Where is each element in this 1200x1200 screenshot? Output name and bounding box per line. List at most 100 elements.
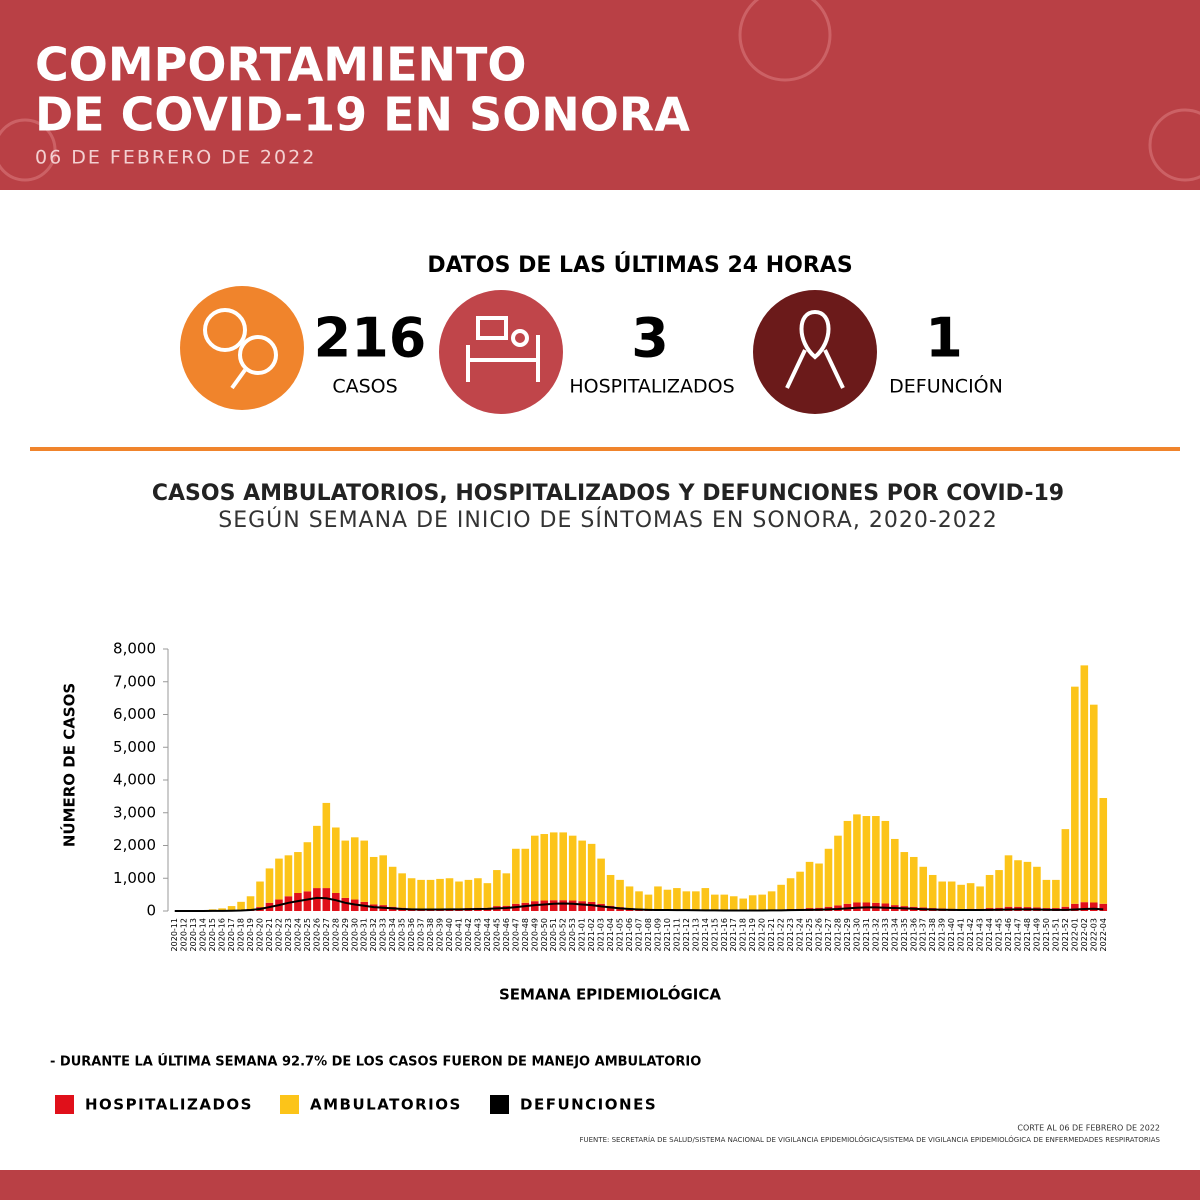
x-tick-label: 2021-35 <box>900 918 909 951</box>
bar <box>644 894 653 910</box>
bar <box>909 856 918 907</box>
x-axis-label: SEMANA EPIDEMIOLÓGICA <box>499 985 721 1004</box>
x-tick-label: 2020-13 <box>189 918 198 951</box>
bar <box>445 878 454 909</box>
x-tick-label: 2021-10 <box>663 918 672 951</box>
bar <box>682 891 691 910</box>
stats-heading: DATOS DE LAS ÚLTIMAS 24 HORAS <box>427 252 852 278</box>
x-tick-label: 2021-43 <box>976 918 985 951</box>
x-tick-label: 2020-36 <box>407 918 416 951</box>
bar <box>635 891 643 909</box>
bar <box>881 820 890 904</box>
legend-swatch <box>280 1095 299 1114</box>
x-tick-label: 2021-01 <box>578 918 587 951</box>
x-tick-label: 2020-31 <box>360 918 369 951</box>
bar <box>786 878 795 910</box>
bar <box>767 891 776 910</box>
y-tick-label: 1,000 <box>113 869 156 887</box>
date: 06 DE FEBRERO DE 2022 <box>35 147 316 169</box>
x-tick-label: 2021-33 <box>881 918 890 951</box>
y-tick-label: 4,000 <box>113 771 156 789</box>
bar <box>313 888 321 911</box>
bar <box>701 888 710 910</box>
x-tick-label: 2020-53 <box>568 918 577 951</box>
x-tick-label: 2020-41 <box>454 918 463 951</box>
bar <box>1033 866 1041 908</box>
x-tick-label: 2020-14 <box>199 918 208 951</box>
x-tick-label: 2021-40 <box>947 918 956 951</box>
x-tick-label: 2022-01 <box>1070 918 1079 951</box>
x-tick-label: 2020-42 <box>464 918 473 951</box>
x-tick-label: 2021-11 <box>672 918 681 951</box>
stat-label: HOSPITALIZADOS <box>569 376 734 398</box>
bar <box>663 889 672 910</box>
title-line: COMPORTAMIENTO <box>35 38 527 92</box>
x-tick-label: 2021-31 <box>862 918 871 951</box>
bar <box>597 858 605 904</box>
bar <box>341 840 350 898</box>
bar <box>417 879 425 909</box>
x-tick-label: 2020-52 <box>559 918 568 951</box>
x-tick-label: 2021-28 <box>833 918 842 951</box>
bar <box>530 835 539 902</box>
bar <box>502 873 511 906</box>
bar <box>369 856 378 905</box>
bar <box>218 908 226 911</box>
stat-label: CASOS <box>332 376 397 398</box>
x-tick-label: 2020-35 <box>398 918 407 951</box>
bar <box>237 901 245 911</box>
bar <box>862 816 871 903</box>
x-tick-label: 2020-20 <box>256 918 265 951</box>
x-tick-label: 2020-48 <box>521 918 530 951</box>
bar <box>540 900 549 911</box>
x-tick-label: 2020-18 <box>237 918 246 951</box>
bar <box>407 878 416 909</box>
bar <box>332 827 340 893</box>
bar <box>559 832 567 901</box>
header-band <box>0 0 1200 190</box>
x-tick-label: 2021-51 <box>1051 918 1060 951</box>
x-tick-label: 2021-12 <box>682 918 691 951</box>
bar <box>919 866 928 908</box>
bar <box>692 891 700 910</box>
y-tick-label: 8,000 <box>113 640 156 658</box>
y-axis-label: NÚMERO DE CASOS <box>60 683 79 847</box>
hosp-icon <box>439 290 563 414</box>
x-tick-label: 2021-49 <box>1032 918 1041 951</box>
x-tick-label: 2021-29 <box>843 918 852 951</box>
bar <box>303 891 312 911</box>
legend: HOSPITALIZADOS AMBULATORIOS DEFUNCIONES <box>55 1095 656 1114</box>
bar <box>256 881 264 908</box>
title-line: DE COVID-19 EN SONORA <box>35 88 690 142</box>
bar <box>1004 855 1013 907</box>
cases-icon-art <box>203 308 278 390</box>
x-tick-label: 2021-36 <box>909 918 918 951</box>
x-tick-label: 2021-20 <box>758 918 767 951</box>
x-tick-label: 2021-47 <box>1013 918 1022 951</box>
x-tick-label: 2021-19 <box>748 918 757 951</box>
x-tick-label: 2020-15 <box>208 918 217 951</box>
x-tick-label: 2020-11 <box>170 918 179 951</box>
x-tick-label: 2020-32 <box>369 918 378 951</box>
x-tick-label: 2021-08 <box>644 918 653 951</box>
bar <box>568 835 577 901</box>
x-tick-label: 2020-28 <box>331 918 340 951</box>
bar <box>436 878 444 909</box>
x-tick-label: 2020-26 <box>312 918 321 951</box>
bar <box>426 879 435 909</box>
x-tick-label: 2020-27 <box>322 918 331 951</box>
stat-value: 216 <box>314 307 427 370</box>
bar <box>1071 903 1079 911</box>
bar <box>1099 798 1108 904</box>
note: - DURANTE LA ÚLTIMA SEMANA 92.7% DE LOS … <box>50 1054 701 1070</box>
bar <box>559 900 567 911</box>
x-tick-label: 2021-52 <box>1061 918 1070 951</box>
x-tick-label: 2020-45 <box>492 918 501 951</box>
y-tick-label: 3,000 <box>113 803 156 821</box>
bar <box>587 843 596 902</box>
bar <box>654 886 662 910</box>
x-tick-label: 2020-24 <box>293 918 302 951</box>
x-tick-label: 2021-09 <box>653 918 662 951</box>
bar <box>322 888 331 911</box>
